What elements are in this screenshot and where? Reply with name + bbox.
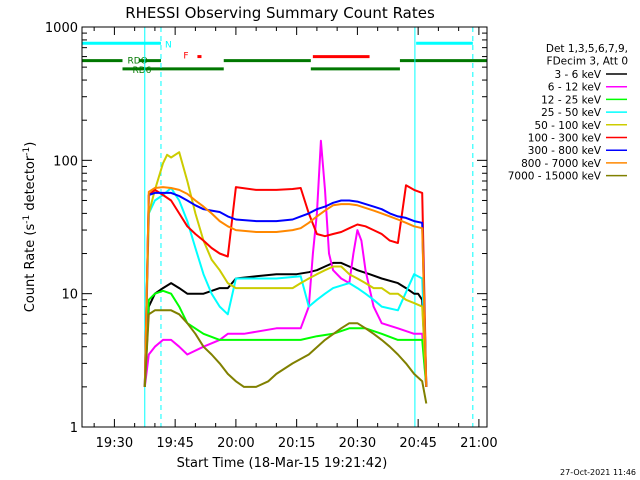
legend: Det 1,3,5,6,7,9,FDecim 3, Att 03 - 6 keV… <box>508 43 628 183</box>
y-tick-label: 1000 <box>45 21 78 36</box>
flag-label-n: N <box>165 40 172 50</box>
plot-frame <box>81 26 488 428</box>
x-axis-label: Start Time (18-Mar-15 19:21:42) <box>177 456 388 471</box>
y-axis-label: Count Rate (s-1 detector-1) <box>22 142 38 313</box>
series-line-100-300-kev <box>143 184 428 387</box>
legend-label-6-12-kev: 6 - 12 keV <box>548 82 602 94</box>
legend-label-3-6-kev: 3 - 6 keV <box>554 69 601 81</box>
x-tick-label: 19:30 <box>96 436 133 451</box>
legend-header-line: Det 1,3,5,6,7,9, <box>546 43 628 55</box>
x-tick-label: 20:15 <box>278 436 315 451</box>
flag-label-rd6: RD6 <box>133 66 152 76</box>
series-line-50-100-kev <box>143 151 428 387</box>
x-tick-label: 19:45 <box>156 436 193 451</box>
series-line-6-12-kev <box>143 139 428 388</box>
series-line-25-50-kev <box>143 187 428 387</box>
axis-ticks: 19:30 19:45 20:00 20:15 20:30 20:45 21:00 1 10 10… <box>45 21 498 451</box>
y-tick-label: 10 <box>61 288 78 303</box>
legend-label-7000-15000-kev: 7000 - 15000 keV <box>508 171 602 183</box>
flag-label-f: F <box>183 52 188 62</box>
x-tick-label: 20:30 <box>339 436 376 451</box>
legend-label-300-800-kev: 300 - 800 keV <box>528 145 602 157</box>
y-tick-label: 100 <box>53 154 78 169</box>
x-tick-label: 21:00 <box>460 436 497 451</box>
x-tick-label: 20:00 <box>217 436 254 451</box>
legend-label-100-300-kev: 100 - 300 keV <box>528 133 602 145</box>
series-line-7000-15000-kev <box>143 309 428 404</box>
legend-header-line: FDecim 3, Att 0 <box>547 56 628 68</box>
legend-label-800-7000-kev: 800 - 7000 keV <box>521 158 602 170</box>
x-tick-label: 20:45 <box>399 436 436 451</box>
footer-timestamp: 27-Oct-2021 11:46 <box>560 468 636 477</box>
flag-label-rdo: RDO <box>128 57 148 67</box>
chart-title: RHESSI Observing Summary Count Rates <box>125 4 435 22</box>
series-line-300-800-kev <box>143 191 428 387</box>
series-line-800-7000-kev <box>143 186 428 387</box>
legend-label-12-25-kev: 12 - 25 keV <box>541 94 602 106</box>
series-line-12-25-kev <box>143 289 428 387</box>
legend-label-25-50-kev: 25 - 50 keV <box>541 107 602 119</box>
series-line-3-6-kev <box>143 261 428 387</box>
y-tick-label: 1 <box>70 421 78 436</box>
legend-label-50-100-kev: 50 - 100 keV <box>534 120 601 132</box>
